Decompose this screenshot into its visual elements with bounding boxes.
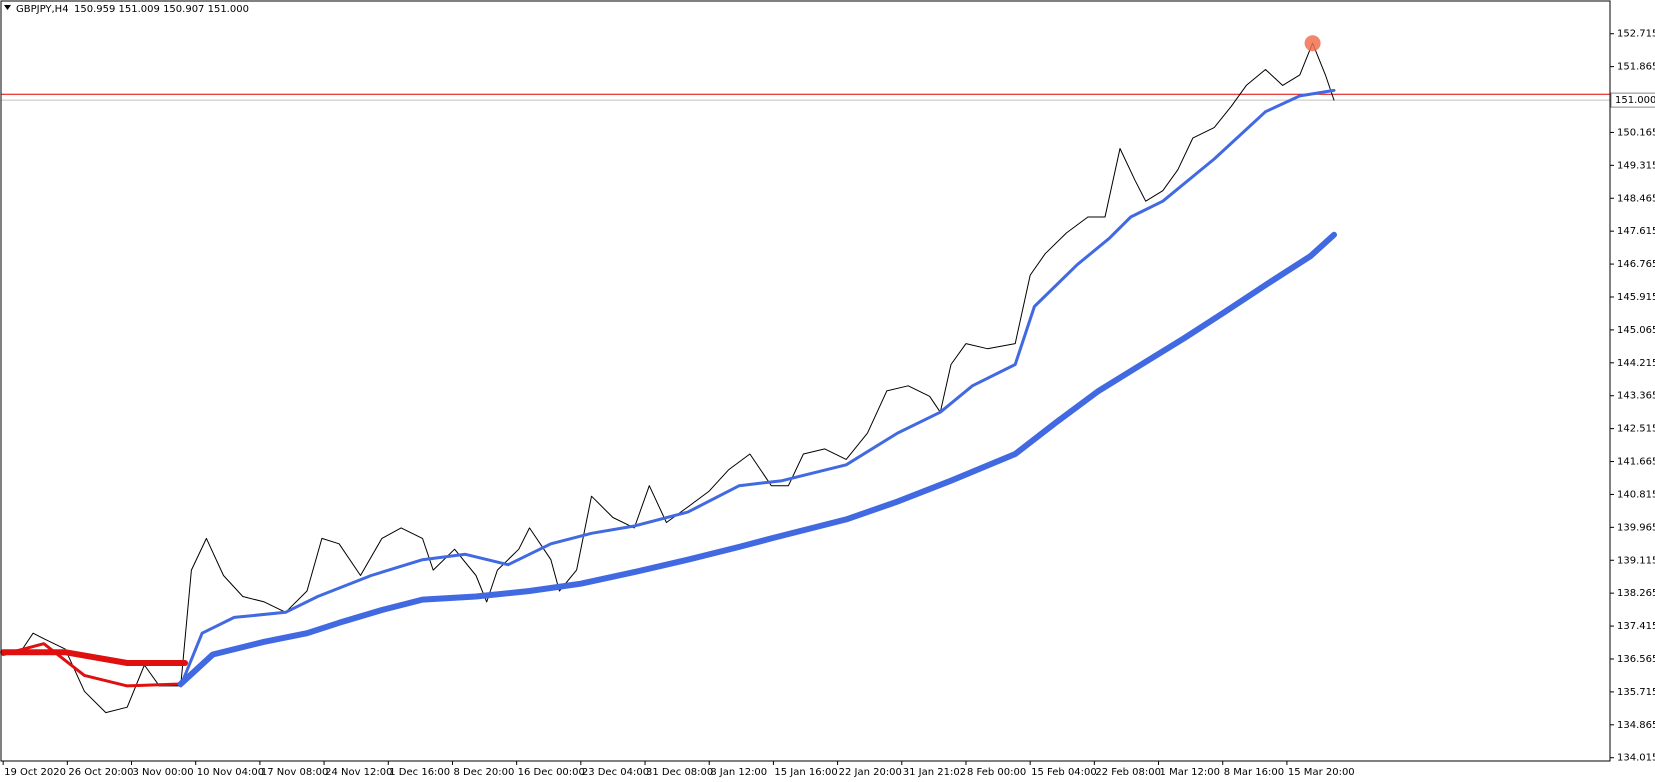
- x-tick-label: 26 Oct 20:00: [68, 767, 133, 778]
- symbol: GBPJPY,H4: [16, 4, 69, 15]
- y-tick-label: 136.565: [1617, 654, 1655, 665]
- y-tick-label: 143.365: [1617, 391, 1655, 402]
- y-tick-label: 140.815: [1617, 489, 1655, 500]
- price-label: 151.000: [1615, 95, 1655, 106]
- x-tick-label: 15 Jan 16:00: [774, 767, 837, 778]
- high-marker: [1304, 35, 1321, 52]
- y-tick-label: 146.765: [1617, 259, 1655, 270]
- y-tick-label: 137.415: [1617, 621, 1655, 632]
- x-tick-label: 10 Nov 04:00: [197, 767, 264, 778]
- x-tick-label: 19 Oct 2020: [4, 767, 66, 778]
- y-tick-label: 151.865: [1617, 62, 1655, 73]
- y-tick-label: 150.165: [1617, 127, 1655, 138]
- y-tick-label: 145.065: [1617, 325, 1655, 336]
- y-tick-label: 138.265: [1617, 588, 1655, 599]
- series-line: [1, 642, 183, 688]
- y-tick-label: 139.115: [1617, 555, 1655, 566]
- x-tick-label: 16 Dec 00:00: [518, 767, 585, 778]
- y-tick-label: 139.965: [1617, 522, 1655, 533]
- series-line: [177, 231, 1337, 687]
- y-tick-label: 141.665: [1617, 457, 1655, 468]
- x-tick-label: 8 Dec 20:00: [453, 767, 514, 778]
- x-tick-label: 8 Jan 12:00: [710, 767, 767, 778]
- x-tick-label: 23 Dec 04:00: [582, 767, 649, 778]
- y-tick-label: 144.215: [1617, 358, 1655, 369]
- y-tick-label: 148.465: [1617, 193, 1655, 204]
- x-tick-label: 15 Mar 20:00: [1288, 767, 1355, 778]
- y-tick-label: 142.515: [1617, 424, 1655, 435]
- y-tick-label: 134.865: [1617, 720, 1655, 731]
- x-tick-label: 24 Nov 12:00: [325, 767, 392, 778]
- y-tick-label: 152.715: [1617, 29, 1655, 40]
- y-tick-label: 135.715: [1617, 687, 1655, 698]
- x-tick-label: 1 Mar 12:00: [1160, 767, 1220, 778]
- x-tick-label: 17 Nov 08:00: [261, 767, 328, 778]
- series-line: [2, 42, 1335, 714]
- series-line: [179, 88, 1336, 688]
- plot-frame: [0, 0, 1611, 762]
- x-tick-label: 22 Jan 20:00: [839, 767, 902, 778]
- y-tick-label: 134.015: [1617, 753, 1655, 764]
- y-tick-label: 147.615: [1617, 226, 1655, 237]
- series-line: [0, 649, 188, 666]
- x-tick-label: 3 Nov 00:00: [133, 767, 194, 778]
- price-label-box: [1610, 92, 1655, 108]
- x-tick-label: 31 Jan 21:02: [903, 767, 966, 778]
- x-tick-label: 15 Feb 04:00: [1031, 767, 1097, 778]
- y-tick-label: 149.315: [1617, 160, 1655, 171]
- x-tick-label: 8 Feb 00:00: [967, 767, 1026, 778]
- x-tick-label: 8 Mar 16:00: [1224, 767, 1284, 778]
- y-tick-label: 145.915: [1617, 292, 1655, 303]
- x-tick-label: 22 Feb 08:00: [1095, 767, 1161, 778]
- menu-arrow[interactable]: [4, 5, 11, 10]
- x-tick-label: 31 Dec 08:00: [646, 767, 713, 778]
- ohlc: 150.959 151.009 150.907 151.000: [74, 4, 249, 15]
- x-tick-label: 1 Dec 16:00: [389, 767, 450, 778]
